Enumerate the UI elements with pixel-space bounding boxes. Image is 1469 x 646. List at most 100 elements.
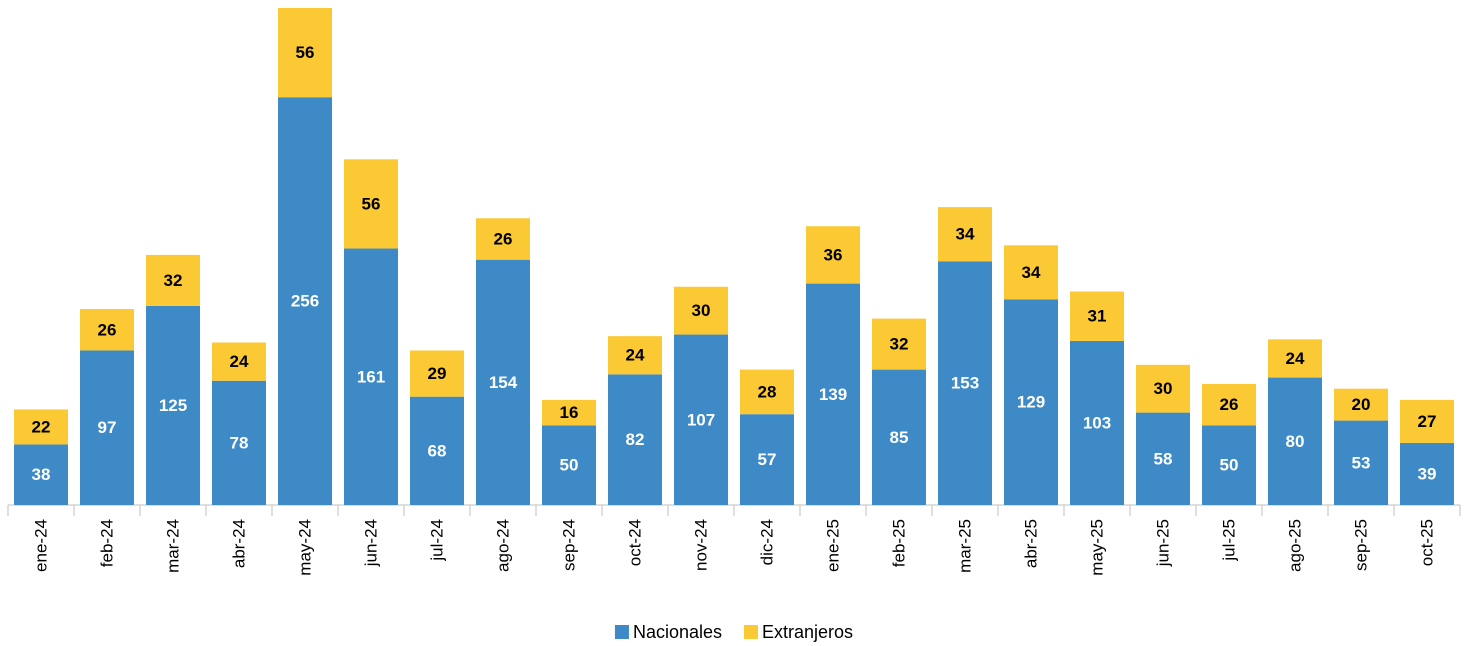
value-label: 16	[560, 403, 579, 422]
bar-segment	[542, 399, 596, 426]
value-label: 27	[1418, 412, 1437, 431]
x-tick-label: abr-25	[1021, 519, 1040, 568]
value-label: 153	[951, 374, 979, 393]
value-label: 32	[890, 335, 909, 354]
value-label: 24	[230, 352, 249, 371]
x-tick-label: jun-24	[361, 519, 380, 567]
bar-segment	[608, 336, 662, 375]
value-label: 80	[1286, 432, 1305, 451]
value-label: 29	[428, 364, 447, 383]
value-label: 154	[489, 373, 518, 392]
x-tick-label: feb-25	[889, 519, 908, 567]
bar-segment	[1202, 383, 1256, 426]
bar-segment	[344, 159, 398, 249]
bar-segment	[1070, 340, 1124, 505]
x-tick-label: oct-24	[625, 519, 644, 566]
x-tick-label: sep-24	[559, 519, 578, 571]
value-label: 50	[560, 456, 579, 475]
value-label: 57	[758, 450, 777, 469]
x-tick-label: nov-24	[691, 519, 710, 571]
value-label: 256	[291, 292, 319, 311]
bar-segment	[476, 259, 530, 505]
value-label: 58	[1154, 449, 1173, 468]
bar-segment	[608, 374, 662, 505]
legend-swatch	[744, 625, 759, 639]
value-label: 24	[626, 346, 645, 365]
value-label: 103	[1083, 413, 1111, 432]
value-label: 31	[1088, 307, 1107, 326]
value-label: 30	[692, 301, 711, 320]
value-label: 30	[1154, 379, 1173, 398]
bar-segment	[1268, 377, 1322, 505]
bar-segment	[740, 369, 794, 415]
value-label: 97	[98, 418, 117, 437]
bar-segment	[1202, 425, 1256, 505]
bar-segment	[1268, 339, 1322, 378]
legend-label: Nacionales	[633, 622, 722, 642]
bar-segment	[1334, 420, 1388, 505]
bar-segment	[1400, 442, 1454, 505]
bar-segment	[542, 425, 596, 505]
legend-label: Extranjeros	[762, 622, 853, 642]
bar-segment	[80, 350, 134, 505]
bar-segment	[872, 369, 926, 505]
value-label: 36	[824, 245, 843, 264]
x-tick-label: abr-24	[229, 519, 248, 568]
value-label: 85	[890, 428, 909, 447]
value-label: 161	[357, 367, 385, 386]
bar-segment	[1136, 364, 1190, 413]
value-label: 32	[164, 271, 183, 290]
value-label: 26	[98, 320, 117, 339]
value-label: 34	[956, 225, 975, 244]
x-tick-label: may-24	[295, 519, 314, 576]
x-tick-label: sep-25	[1351, 519, 1370, 571]
bar-segment	[278, 8, 332, 98]
x-tick-label: jun-25	[1153, 519, 1172, 567]
x-tick-label: mar-25	[955, 519, 974, 573]
value-label: 129	[1017, 393, 1045, 412]
value-label: 56	[296, 43, 315, 62]
value-label: 107	[687, 410, 715, 429]
value-label: 125	[159, 396, 187, 415]
x-tick-label: may-25	[1087, 519, 1106, 576]
bar-segment	[410, 396, 464, 505]
x-tick-label: feb-24	[97, 519, 116, 567]
x-tick-label: ago-25	[1285, 519, 1304, 572]
bar-segment	[938, 261, 992, 505]
x-tick-label: dic-24	[757, 519, 776, 565]
bar-segment	[278, 97, 332, 505]
x-tick-label: ago-24	[493, 519, 512, 572]
value-label: 28	[758, 382, 777, 401]
x-tick-label: mar-24	[163, 519, 182, 573]
bar-segment	[344, 248, 398, 505]
bar-segment	[14, 409, 68, 445]
value-label: 50	[1220, 456, 1239, 475]
legend-swatch	[614, 625, 629, 639]
bar-segment	[1004, 245, 1058, 300]
value-label: 34	[1022, 263, 1041, 282]
bar-segment	[1136, 412, 1190, 505]
value-label: 39	[1418, 464, 1437, 483]
bar-segment	[1334, 388, 1388, 421]
x-tick-label: jul-25	[1219, 519, 1238, 562]
bar-segment	[740, 414, 794, 505]
bar-segment	[410, 350, 464, 397]
value-label: 26	[494, 229, 513, 248]
bar-segment	[872, 318, 926, 370]
value-label: 24	[1286, 349, 1305, 368]
value-label: 56	[362, 194, 381, 213]
bar-segment	[938, 207, 992, 262]
bar-segment	[212, 380, 266, 505]
bar-segment	[146, 305, 200, 505]
x-tick-label: jul-24	[427, 519, 446, 562]
x-tick-label: ene-24	[31, 519, 50, 572]
value-label: 68	[428, 441, 447, 460]
bar-segment	[806, 283, 860, 505]
value-label: 82	[626, 430, 645, 449]
bar-segment	[674, 286, 728, 335]
value-label: 20	[1352, 395, 1371, 414]
bar-segment	[674, 334, 728, 505]
legend: Nacionales Extranjeros	[614, 622, 853, 642]
bar-segment	[146, 254, 200, 306]
